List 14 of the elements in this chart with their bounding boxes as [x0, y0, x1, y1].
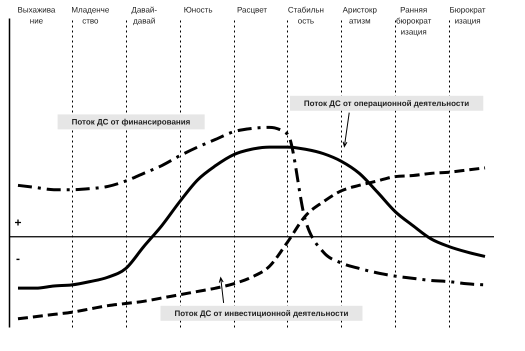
x-tick-label: Ранняя бюрократизация	[396, 6, 432, 36]
x-tick-label: Юность	[184, 6, 212, 14]
text: Поток ДС от операционной деятельности	[304, 98, 470, 108]
x-tick-label: Давай-давай	[131, 6, 158, 26]
series-label: Поток ДС от инвестиционной деятельности	[174, 308, 348, 318]
text: Поток ДС от финансирования	[72, 117, 191, 126]
x-tick-label: Выхаживание	[18, 6, 56, 26]
x-tick-label: Аристократизм	[342, 6, 378, 26]
x-tick-label: Расцвет	[236, 6, 268, 14]
x-tick-label: Младенчество	[71, 6, 110, 26]
annotation: -	[16, 252, 20, 266]
annotation: +	[14, 216, 22, 230]
x-tick-label: Бюрократизация	[450, 6, 486, 26]
x-tick-label: Стабильность	[288, 6, 324, 26]
